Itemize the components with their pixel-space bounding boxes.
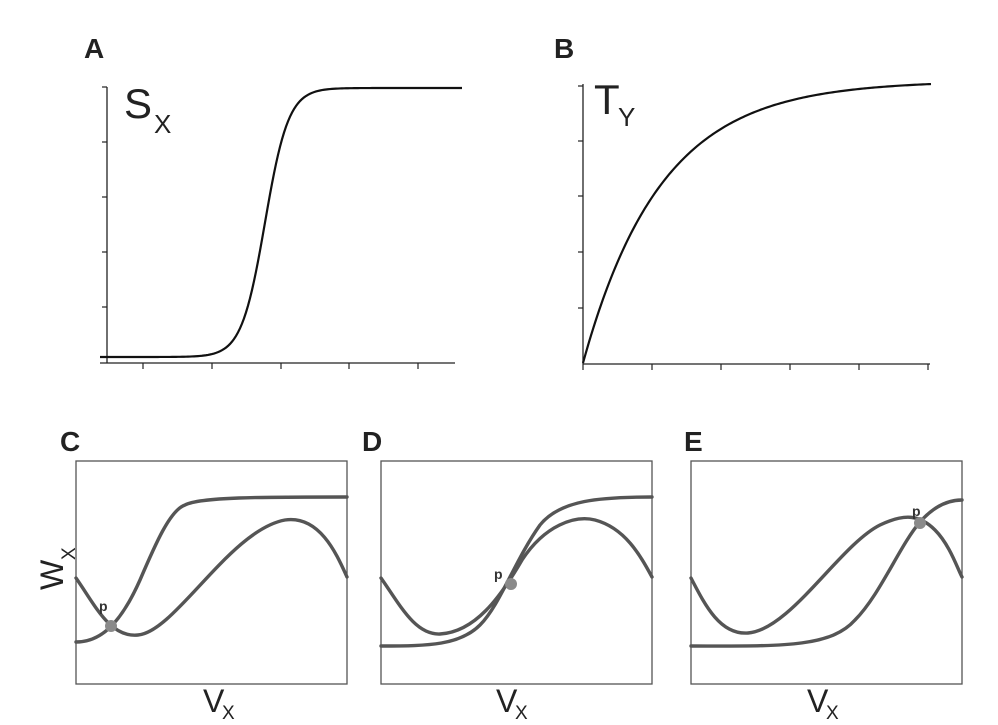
panel-a-ticks (102, 86, 419, 369)
panel-c-intersection-point (105, 620, 117, 632)
panel-d-cubic-curve (379, 517, 654, 636)
panel-e: E p V X (684, 426, 964, 724)
panel-c-y-axis-label: W X (34, 547, 80, 590)
panel-e-point-label: p (912, 503, 921, 519)
panel-e-x-label: V (807, 683, 829, 719)
panel-e-letter: E (684, 426, 703, 457)
panel-c-sigmoid-curve (74, 495, 349, 644)
panel-b-saturating-curve (581, 82, 932, 364)
panel-c-frame (75, 460, 348, 685)
panel-a-letter: A (84, 33, 104, 64)
panel-b-curve-label: T (594, 76, 620, 123)
panel-b-letter: B (554, 33, 574, 64)
panel-d-x-subscript: X (515, 703, 528, 724)
panel-e-cubic-curve (689, 515, 964, 635)
panel-c-letter: C (60, 426, 80, 457)
panel-e-x-subscript: X (826, 703, 839, 724)
panel-b-ticks (578, 85, 929, 370)
panel-a-curve-subscript: X (154, 109, 171, 139)
panel-e-sigmoid-curve (689, 498, 964, 648)
panel-e-frame (690, 460, 963, 685)
panel-c-x-label: V (203, 683, 225, 719)
panel-a: A S X (84, 33, 462, 369)
panel-d-frame (380, 460, 653, 685)
panel-d-point-label: p (494, 566, 503, 582)
panel-d-x-label: V (496, 683, 518, 719)
panel-c-y-subscript: X (59, 547, 80, 560)
panel-c-x-subscript: X (222, 703, 235, 724)
panel-e-intersection-point (914, 517, 926, 529)
panel-d-letter: D (362, 426, 382, 457)
panel-b-curve-subscript: Y (618, 102, 635, 132)
panel-a-sigmoid-curve (100, 86, 462, 359)
panel-c: C p W X V X (34, 426, 349, 724)
panel-d-intersection-point (505, 578, 517, 590)
panel-c-point-label: p (99, 598, 108, 614)
panel-b: B T Y (554, 33, 932, 370)
panel-d: D p V X (362, 426, 654, 724)
panel-a-curve-label: S (124, 80, 152, 127)
panel-c-y-label: W (34, 559, 70, 590)
